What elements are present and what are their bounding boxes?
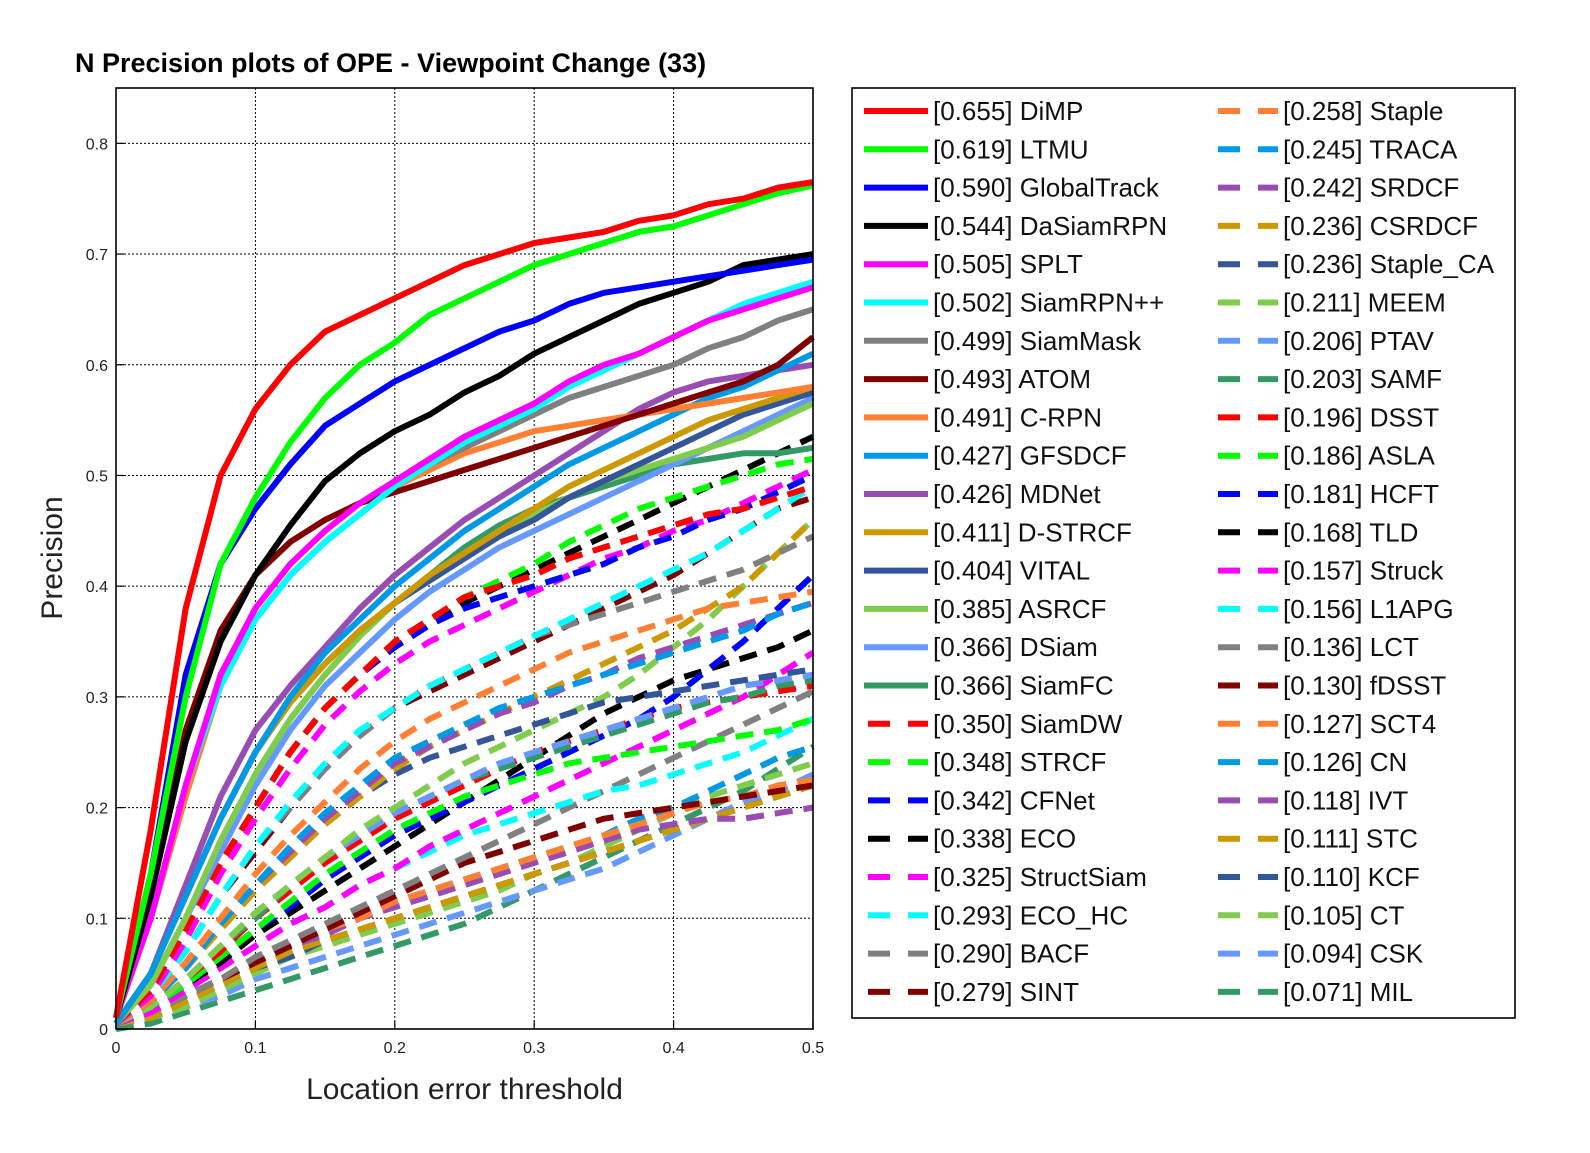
y-tick-label: 0.2 xyxy=(86,801,108,818)
legend-label: [0.293] ECO_HC xyxy=(933,900,1128,930)
y-axis-ticks: 0 0.1 0.2 0.3 0.4 0.5 0.6 0.7 0.8 xyxy=(86,136,124,1039)
series-line-struck xyxy=(115,650,815,1027)
series-line-eco-hc xyxy=(114,483,815,1026)
legend-label: [0.127] SCT4 xyxy=(1283,709,1436,739)
legend: [0.655] DiMP [0.619] LTMU [0.590] GlobalTr… xyxy=(864,96,1495,1007)
legend-label: [0.157] Struck xyxy=(1283,556,1444,586)
x-tick-label: 0.5 xyxy=(802,1040,824,1057)
legend-label: [0.236] CSRDCF xyxy=(1283,211,1478,241)
series-line-lct xyxy=(115,688,815,1027)
series-line-mdnet xyxy=(113,361,814,1026)
series-line-asla xyxy=(114,716,814,1027)
legend-label: [0.242] SRDCF xyxy=(1283,173,1459,203)
legend-label: [0.094] CSK xyxy=(1283,939,1424,969)
legend-label: [0.426] MDNet xyxy=(933,479,1101,509)
legend-label: [0.181] HCFT xyxy=(1283,479,1439,509)
legend-label: [0.404] VITAL xyxy=(933,556,1090,586)
legend-label: [0.258] Staple xyxy=(1283,96,1443,126)
x-axis-ticks: 0 0.1 0.2 0.3 0.4 0.5 xyxy=(112,1021,824,1057)
chart-title: N Precision plots of OPE - Viewpoint Cha… xyxy=(75,48,706,78)
x-tick-label: 0.4 xyxy=(662,1040,684,1057)
y-tick-label: 0.8 xyxy=(86,136,108,153)
series-line-meem xyxy=(114,517,816,1027)
legend-label: [0.110] KCF xyxy=(1283,862,1420,892)
legend-label: [0.196] DSST xyxy=(1283,402,1439,432)
legend-label: [0.236] Staple_CA xyxy=(1283,249,1495,279)
legend-label: [0.590] GlobalTrack xyxy=(933,173,1160,203)
x-tick-label: 0 xyxy=(112,1040,121,1057)
legend-label: [0.366] DSiam xyxy=(933,632,1098,662)
legend-label: [0.206] PTAV xyxy=(1283,326,1434,356)
legend-box xyxy=(851,87,1516,1019)
legend-label: [0.491] C-RPN xyxy=(933,402,1102,432)
y-tick-label: 0.4 xyxy=(86,579,108,596)
legend-label: [0.505] SPLT xyxy=(933,249,1083,279)
series-line-siamdw xyxy=(113,483,814,1026)
series-line-atom xyxy=(113,334,815,1019)
series-line-dasiamrpn xyxy=(113,251,814,1019)
legend-label: [0.130] fDSST xyxy=(1283,671,1446,701)
legend-label: [0.493] ATOM xyxy=(933,364,1091,394)
series-line-splt xyxy=(113,284,814,1019)
legend-label: [0.411] D-STRCF xyxy=(933,517,1132,547)
legend-label: [0.186] ASLA xyxy=(1283,441,1435,471)
legend-label: [0.126] CN xyxy=(1283,747,1407,777)
legend-label: [0.342] CFNet xyxy=(933,785,1096,815)
legend-label: [0.427] GFSDCF xyxy=(933,441,1127,471)
y-tick-label: 0.7 xyxy=(86,247,108,264)
y-axis-label: Precision xyxy=(36,496,69,619)
legend-label: [0.350] SiamDW xyxy=(933,709,1123,739)
legend-label: [0.211] MEEM xyxy=(1283,288,1446,318)
y-tick-label: 0.6 xyxy=(86,358,108,375)
legend-label: [0.118] IVT xyxy=(1283,785,1408,815)
y-tick-label: 0.3 xyxy=(86,690,108,707)
x-tick-label: 0.2 xyxy=(384,1040,406,1057)
y-tick-label: 0 xyxy=(99,1022,108,1039)
legend-label: [0.279] SINT xyxy=(933,977,1079,1007)
series-line-mil xyxy=(115,744,815,1032)
y-tick-label: 0.5 xyxy=(86,468,108,485)
x-axis-label: Location error threshold xyxy=(306,1073,623,1106)
series-line-hcft xyxy=(114,572,816,1027)
legend-label: [0.105] CT xyxy=(1283,900,1405,930)
y-tick-label: 0.1 xyxy=(86,911,108,928)
legend-label: [0.544] DaSiamRPN xyxy=(933,211,1167,241)
legend-label: [0.502] SiamRPN++ xyxy=(933,288,1164,318)
legend-label: [0.071] MIL xyxy=(1283,977,1413,1007)
legend-label: [0.385] ASRCF xyxy=(933,594,1106,624)
legend-label: [0.136] LCT xyxy=(1283,632,1419,662)
legend-label: [0.325] StructSiam xyxy=(933,862,1147,892)
legend-label: [0.619] LTMU xyxy=(933,134,1089,164)
legend-label: [0.366] SiamFC xyxy=(933,671,1114,701)
series-line-srdcf xyxy=(114,599,814,1027)
series-line-traca xyxy=(114,599,814,1027)
legend-label: [0.156] L1APG xyxy=(1283,594,1454,624)
legend-label: [0.655] DiMP xyxy=(933,96,1083,126)
series-line-csrdcf xyxy=(114,517,816,1027)
legend-label: [0.168] TLD xyxy=(1283,517,1418,547)
plot-frame xyxy=(115,87,814,1030)
x-tick-label: 0.3 xyxy=(523,1040,545,1057)
legend-label: [0.245] TRACA xyxy=(1283,134,1458,164)
series-line-dimp xyxy=(113,179,814,1019)
x-tick-label: 0.1 xyxy=(244,1040,266,1057)
legend-label: [0.499] SiamMask xyxy=(933,326,1142,356)
legend-label: [0.338] ECO xyxy=(933,824,1076,854)
legend-label: [0.111] STC xyxy=(1283,824,1418,854)
plot-area xyxy=(113,179,816,1032)
legend-label: [0.203] SAMF xyxy=(1283,364,1442,394)
series-line-staple xyxy=(114,588,814,1027)
series-line-ltmu xyxy=(113,182,814,1019)
legend-label: [0.348] STRCF xyxy=(933,747,1106,777)
legend-label: [0.290] BACF xyxy=(933,939,1089,969)
